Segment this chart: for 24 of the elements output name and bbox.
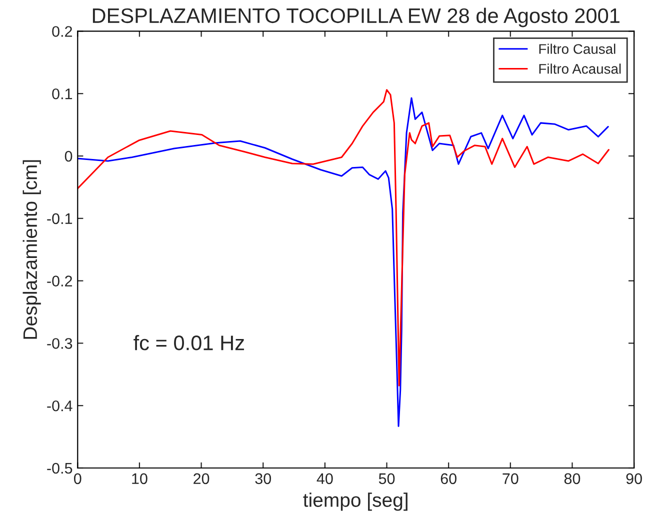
x-tick-label: 80 [564, 473, 580, 484]
legend-label: Filtro Causal [539, 44, 616, 54]
x-tick-label: 20 [194, 473, 210, 484]
x-tick-label: 50 [378, 473, 395, 484]
chart-title: DESPLAZAMIENTO TOCOPILLA EW 28 de Agosto 2001 [92, 8, 620, 28]
x-tick-label: 70 [502, 473, 518, 484]
annotation: fc = 0.01 Hz [134, 334, 244, 350]
y-tick-label: 0.1 [52, 88, 72, 100]
legend-label: Filtro Acausal [539, 64, 621, 74]
y-tick-label: -0.5 [47, 462, 72, 474]
y-tick-label: -0.2 [47, 276, 72, 286]
y-tick-label: -0.1 [47, 213, 72, 224]
y-tick-label: -0.4 [47, 400, 72, 412]
x-tick-label: 60 [440, 473, 456, 484]
y-tick-label: -0.3 [47, 338, 72, 349]
x-tick-label: 0 [74, 473, 82, 484]
x-tick-label: 30 [255, 473, 272, 484]
y-axis-title: Desplazamiento [cm] [22, 160, 41, 339]
x-tick-label: 10 [132, 473, 148, 484]
x-tick-label: 90 [626, 473, 642, 484]
x-tick-label: 40 [316, 473, 333, 484]
y-tick-label: 0 [64, 150, 72, 162]
x-axis-title: tiempo [seg] [303, 492, 408, 511]
y-tick-label: 0.2 [52, 26, 72, 37]
